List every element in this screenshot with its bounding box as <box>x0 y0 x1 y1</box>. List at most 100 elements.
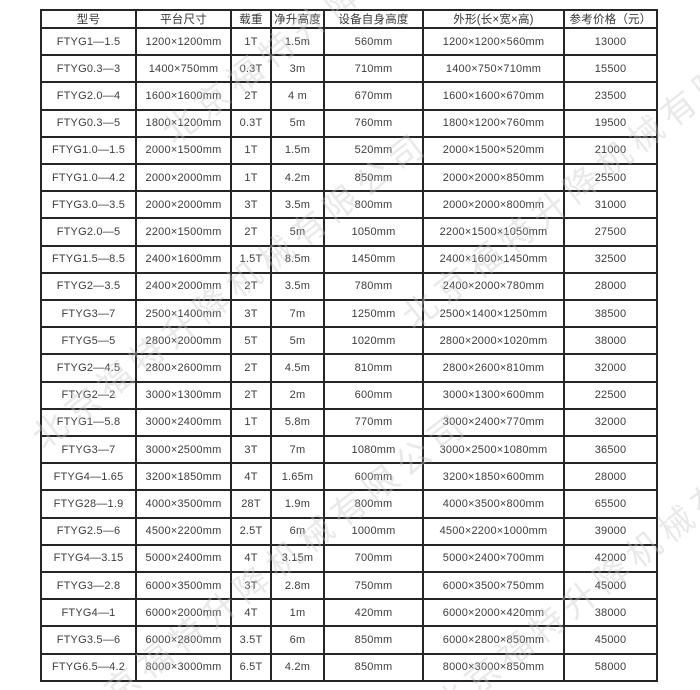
table-cell: 2T <box>230 380 272 410</box>
table-cell: 13000 <box>563 26 658 57</box>
column-header: 平台尺寸 <box>135 9 232 29</box>
table-cell: 2000×1500×520mm <box>422 135 565 166</box>
table-cell: 6m <box>270 516 325 546</box>
table-row: FTYG1—1.5 1200×1200mm 1T 1.5m 560mm 1200×1200… <box>40 26 658 57</box>
table-cell: 2m <box>270 380 325 410</box>
table-cell: FTYG3—2.8 <box>40 571 137 601</box>
table-cell: 1T <box>230 163 272 193</box>
table-cell: 560mm <box>323 26 424 57</box>
table-cell: 2400×1600mm <box>135 244 232 274</box>
table-cell: 3m <box>270 54 325 84</box>
table-cell: 0.3T <box>230 108 272 138</box>
table-cell: FTYG6.5—4.2 <box>40 652 137 683</box>
table-cell: 2500×1400mm <box>135 299 232 329</box>
table-cell: 1450mm <box>323 244 424 274</box>
table-cell: FTYG2.0—4 <box>40 81 137 111</box>
table-cell: 58000 <box>563 652 658 683</box>
table-cell: 6m <box>270 625 325 655</box>
table-cell: 5.8m <box>270 407 325 438</box>
table-cell: 5000×2400×700mm <box>422 543 565 574</box>
table-cell: 1800×1200×760mm <box>422 108 565 138</box>
table-cell: 1020mm <box>323 326 424 356</box>
table-cell: 3000×1300mm <box>135 380 232 410</box>
table-cell: 1.65m <box>270 462 325 492</box>
table-row: FTYG0.3—5 1800×1200mm 0.3T 5m 760mm 1800×1200… <box>40 108 658 138</box>
table-row: FTYG2—4.5 2800×2600mm 2T 4.5m 810mm 2800×2600… <box>40 353 658 383</box>
table-cell: 1T <box>230 407 272 438</box>
column-header: 载重 <box>230 9 272 29</box>
table-row: FTYG4—1.65 3200×1850mm 4T 1.65m 600mm 3200×18… <box>40 462 658 492</box>
table-cell: 1250mm <box>323 299 424 329</box>
table-row: FTYG2.0—4 1600×1600mm 2T 4 m 670mm 1600×1600×… <box>40 81 658 111</box>
table-cell: 2T <box>230 353 272 383</box>
table-cell: 4.2m <box>270 163 325 193</box>
table-cell: 2800×2600×810mm <box>422 353 565 383</box>
table-cell: 2.8m <box>270 571 325 601</box>
table-cell: 15500 <box>563 54 658 84</box>
table-cell: 3.5T <box>230 625 272 655</box>
table-cell: FTYG2—4.5 <box>40 353 137 383</box>
table-cell: 2200×1500mm <box>135 217 232 247</box>
table-cell: FTYG0.3—3 <box>40 54 137 84</box>
table-cell: 1T <box>230 135 272 166</box>
table-cell: 800mm <box>323 489 424 519</box>
table-cell: 1400×750mm <box>135 54 232 84</box>
table-cell: 700mm <box>323 543 424 574</box>
table-cell: 2400×2000×780mm <box>422 271 565 302</box>
table-cell: 2400×1600×1450mm <box>422 244 565 274</box>
table-cell: 3.5m <box>270 190 325 220</box>
table-cell: 4500×2200×1000mm <box>422 516 565 546</box>
table-cell: 3200×1850×600mm <box>422 462 565 492</box>
table-cell: FTYG1—1.5 <box>40 26 137 57</box>
table-cell: 420mm <box>323 598 424 628</box>
table-cell: 1.5m <box>270 26 325 57</box>
spec-table: 型号 平台尺寸 载重 净升高度 设备自身高度 外形(长×宽×高) 参考价格（元） FTYG1… <box>40 9 658 683</box>
table-cell: 38500 <box>563 299 658 329</box>
table-cell: 31000 <box>563 190 658 220</box>
table-cell: FTYG1—5.8 <box>40 407 137 438</box>
table-cell: 2800×2000mm <box>135 326 232 356</box>
table-cell: 5m <box>270 108 325 138</box>
table-cell: FTYG4—1.65 <box>40 462 137 492</box>
table-cell: FTYG1.5—8.5 <box>40 244 137 274</box>
column-header: 设备自身高度 <box>323 9 424 29</box>
table-cell: 0.3T <box>230 54 272 84</box>
table-cell: 1400×750×710mm <box>422 54 565 84</box>
table-cell: 2500×1400×1250mm <box>422 299 565 329</box>
table-cell: 4T <box>230 543 272 574</box>
table-row: FTYG2.0—5 2200×1500mm 2T 5m 1050mm 2200×1500×… <box>40 217 658 247</box>
table-row: FTYG28—1.9 4000×3500mm 28T 1.9m 800mm 4000×35… <box>40 489 658 519</box>
table-cell: 5000×2400mm <box>135 543 232 574</box>
table-cell: FTYG1.0—4.2 <box>40 163 137 193</box>
table-cell: 3T <box>230 571 272 601</box>
table-row: FTYG6.5—4.2 8000×3000mm 6.5T 4.2m 850mm 8000×… <box>40 652 658 683</box>
table-cell: 2400×2000mm <box>135 271 232 302</box>
table-cell: 32500 <box>563 244 658 274</box>
table-cell: 2800×2600mm <box>135 353 232 383</box>
table-row: FTYG3—7 2500×1400mm 3T 7m 1250mm 2500×1400×12… <box>40 299 658 329</box>
table-row: FTYG2.5—6 4500×2200mm 2.5T 6m 1000mm 4500×220… <box>40 516 658 546</box>
table-cell: 32000 <box>563 407 658 438</box>
table-cell: 8000×3000×850mm <box>422 652 565 683</box>
table-cell: 19500 <box>563 108 658 138</box>
table-cell: 1200×1200mm <box>135 26 232 57</box>
table-cell: 28T <box>230 489 272 519</box>
table-cell: 520mm <box>323 135 424 166</box>
table-row: FTYG3—2.8 6000×3500mm 3T 2.8m 750mm 6000×3500… <box>40 571 658 601</box>
table-cell: 3.5m <box>270 271 325 302</box>
table-cell: 1200×1200×560mm <box>422 26 565 57</box>
table-cell: 2T <box>230 271 272 302</box>
table-cell: 7m <box>270 299 325 329</box>
table-cell: 850mm <box>323 625 424 655</box>
table-row: FTYG3.0—3.5 2000×2000mm 3T 3.5m 800mm 2000×20… <box>40 190 658 220</box>
column-header: 型号 <box>40 9 137 29</box>
table-cell: 710mm <box>323 54 424 84</box>
table-cell: 1.9m <box>270 489 325 519</box>
table-cell: 750mm <box>323 571 424 601</box>
table-cell: 32000 <box>563 353 658 383</box>
table-cell: 6000×2800mm <box>135 625 232 655</box>
table-cell: 27500 <box>563 217 658 247</box>
table-cell: 6000×3500×750mm <box>422 571 565 601</box>
table-cell: 2800×2000×1020mm <box>422 326 565 356</box>
